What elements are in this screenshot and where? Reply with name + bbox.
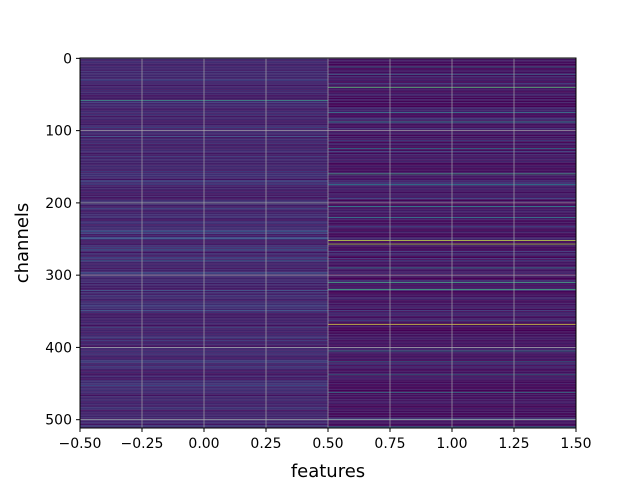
x-axis-ticks: −0.50 −0.25 0.00 0.25 0.50 0.75 1.00 1.25 1.50 xyxy=(59,428,592,452)
y-axis-ticks: 0 100 200 300 400 500 xyxy=(45,51,80,429)
x-tick-label: 1.00 xyxy=(436,436,467,452)
x-tick-label: 0.50 xyxy=(312,436,343,452)
x-tick-label: −0.50 xyxy=(59,436,102,452)
y-tick-label: 0 xyxy=(63,51,72,67)
x-tick-label: −0.25 xyxy=(121,436,164,452)
x-tick-label: 0.75 xyxy=(374,436,405,452)
y-tick-label: 400 xyxy=(45,340,72,356)
y-tick-label: 200 xyxy=(45,196,72,212)
y-tick-label: 100 xyxy=(45,124,72,140)
x-axis-label: features xyxy=(291,461,365,480)
x-tick-label: 1.50 xyxy=(560,436,591,452)
x-tick-label: 0.00 xyxy=(188,436,219,452)
y-tick-label: 300 xyxy=(45,268,72,284)
x-tick-label: 1.25 xyxy=(498,436,529,452)
y-tick-label: 500 xyxy=(45,413,72,429)
y-axis-label: channels xyxy=(12,203,33,284)
x-tick-label: 0.25 xyxy=(250,436,281,452)
